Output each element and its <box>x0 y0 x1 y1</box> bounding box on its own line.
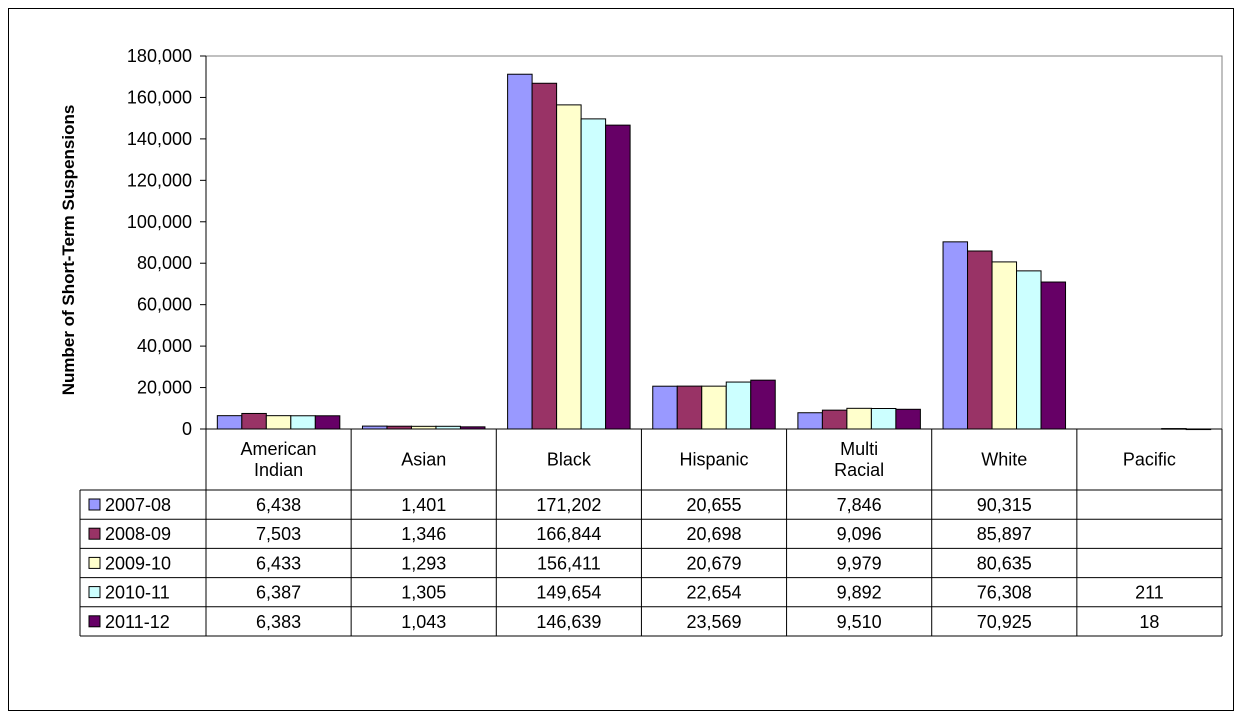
bar <box>967 250 993 430</box>
data-label: 6,387 <box>256 583 301 603</box>
data-label: 90,315 <box>977 495 1032 515</box>
bar <box>1040 281 1067 430</box>
data-label: 80,635 <box>977 553 1032 573</box>
data-label: 22,654 <box>686 583 741 603</box>
data-label: 23,569 <box>686 612 741 632</box>
data-label: 1,043 <box>401 612 446 632</box>
bar <box>701 385 727 430</box>
data-label: 166,844 <box>536 524 601 544</box>
category-label: Hispanic <box>679 450 748 470</box>
bar <box>216 415 243 430</box>
data-label: 149,654 <box>536 583 601 603</box>
legend-key <box>88 615 101 628</box>
data-label: 20,698 <box>686 524 741 544</box>
bar <box>991 261 1018 430</box>
data-label: 9,510 <box>837 612 882 632</box>
bar <box>750 379 776 430</box>
data-label: 6,433 <box>256 553 301 573</box>
legend-label: 2008-09 <box>105 524 171 544</box>
legend-key <box>88 586 101 599</box>
y-tick-label: 140,000 <box>127 129 192 149</box>
plot-border <box>205 55 1223 430</box>
y-tick-label: 100,000 <box>127 212 192 232</box>
category-label: White <box>981 450 1027 470</box>
data-label: 85,897 <box>977 524 1032 544</box>
bar <box>895 408 921 430</box>
y-axis-label: Number of Short-Term Suspensions <box>59 105 78 396</box>
data-label: 20,655 <box>686 495 741 515</box>
bar <box>725 381 752 430</box>
y-tick-label: 80,000 <box>137 253 192 273</box>
bar <box>605 124 631 430</box>
bar <box>870 408 897 430</box>
legend-key <box>88 527 101 540</box>
data-label: 1,293 <box>401 553 446 573</box>
bar <box>797 412 823 430</box>
data-label: 7,846 <box>837 495 882 515</box>
category-label: American <box>241 439 317 459</box>
y-tick-label: 40,000 <box>137 336 192 356</box>
legend-label: 2007-08 <box>105 495 171 515</box>
data-label: 18 <box>1139 612 1159 632</box>
bar <box>531 82 558 430</box>
data-label: 211 <box>1135 583 1164 603</box>
data-label: 146,639 <box>536 612 601 632</box>
bar <box>290 415 316 430</box>
bar <box>507 73 533 430</box>
data-label: 156,411 <box>537 553 601 573</box>
data-label: 7,503 <box>256 524 301 544</box>
bar <box>821 409 848 430</box>
data-label: 171,202 <box>536 495 601 515</box>
bar <box>265 415 292 430</box>
category-label: Multi <box>840 439 878 459</box>
data-label: 6,438 <box>256 495 301 515</box>
data-label: 1,346 <box>401 524 446 544</box>
y-tick-label: 180,000 <box>127 46 192 66</box>
y-tick-label: 60,000 <box>137 295 192 315</box>
data-label: 1,401 <box>401 495 446 515</box>
data-label: 9,892 <box>837 583 882 603</box>
bar <box>846 407 872 430</box>
bar <box>314 415 341 430</box>
category-label: Asian <box>401 450 446 470</box>
bar <box>580 118 607 430</box>
y-tick-label: 160,000 <box>127 87 192 107</box>
legend-label: 2010-11 <box>105 583 170 603</box>
category-label: Black <box>547 450 592 470</box>
bar <box>676 385 703 430</box>
bar <box>942 241 969 430</box>
legend-key <box>88 498 101 511</box>
y-tick-label: 120,000 <box>127 170 192 190</box>
y-tick-label: 20,000 <box>137 378 192 398</box>
data-label: 6,383 <box>256 612 301 632</box>
legend-key <box>88 556 101 569</box>
category-label: Indian <box>254 460 303 480</box>
data-label: 20,679 <box>686 553 741 573</box>
bar <box>241 412 267 430</box>
data-label: 76,308 <box>977 583 1032 603</box>
data-label: 9,979 <box>837 553 882 573</box>
y-tick-label: 0 <box>182 419 192 439</box>
bar <box>1016 270 1042 430</box>
data-label: 1,305 <box>401 583 446 603</box>
legend-label: 2009-10 <box>105 553 171 573</box>
legend-label: 2011-12 <box>105 612 170 632</box>
data-label: 70,925 <box>977 612 1032 632</box>
bar <box>556 104 582 430</box>
bar <box>652 385 678 430</box>
category-label: Racial <box>834 460 884 480</box>
category-label: Pacific <box>1123 450 1176 470</box>
data-label: 9,096 <box>837 524 882 544</box>
plot-area: 0 20,000 40,000 60,000 80,000 100,000 120,000 1… <box>127 46 1223 439</box>
